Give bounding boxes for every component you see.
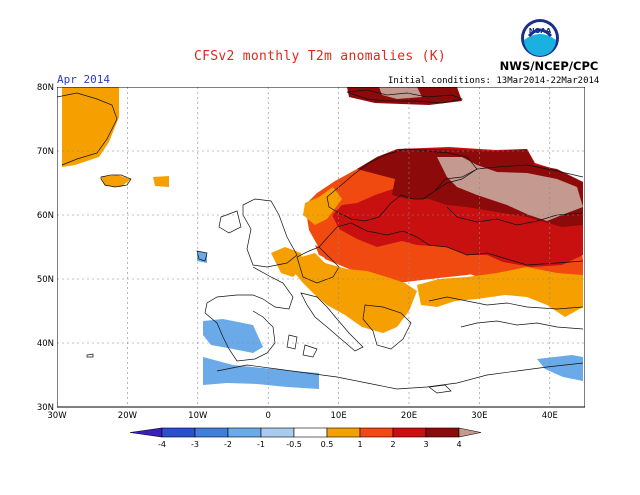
shading-layer [62,87,583,389]
lat-tick-label: 40N [37,339,54,349]
colorbar-swatch [227,427,262,438]
forecast-period: Apr 2014 [57,73,110,86]
colorbar-label: 1 [357,440,362,449]
colorbar-label: -0.5 [286,440,302,449]
colorbar-swatch [161,427,196,438]
colorbar-swatch [326,427,361,438]
noaa-logo-text: NOAA [529,27,552,35]
colorbar-label: -4 [158,440,166,449]
lat-tick-label: 30N [37,403,54,413]
lon-tick-label: 20E [401,411,417,420]
graticule [57,87,585,407]
coastlines [57,89,584,394]
colorbar-swatch [425,427,460,438]
colorbar-swatch [260,427,295,438]
colorbar-label: -3 [191,440,199,449]
agency-label: NWS/NCEP/CPC [499,59,599,73]
colorbar-label: 0.5 [321,440,334,449]
colorbar-label: 2 [390,440,395,449]
anomaly-map [57,87,585,408]
colorbar-label: -2 [224,440,232,449]
colorbar-label: 3 [423,440,428,449]
map-title: CFSv2 monthly T2m anomalies (K) [194,49,446,64]
colorbar-end-low [130,427,163,438]
lon-tick-label: 10W [188,411,208,420]
colorbar-end-high [458,427,482,438]
initial-conditions: Initial conditions: 13Mar2014-22Mar2014 [388,76,600,86]
lon-tick-label: 20W [118,411,138,420]
lat-tick-label: 50N [37,275,54,285]
lon-tick-label: 0 [265,411,270,420]
lon-tick-label: 10E [331,411,347,420]
lat-tick-label: 60N [37,211,54,221]
axis-labels: 80N 70N 60N 50N 40N 30N 30W 20W 10W 0 10E 20E 30E 40… [37,83,558,420]
noaa-logo: NOAA [521,19,559,57]
lon-tick-label: 40E [542,411,558,420]
colorbar-swatch [392,427,427,438]
lat-tick-label: 70N [37,147,54,157]
colorbar-swatch [293,427,328,438]
colorbar-label: 4 [456,440,461,449]
colorbar-label: -1 [257,440,265,449]
colorbar: -4 -3 -2 -1 -0.5 0.5 1 2 3 4 [130,427,482,449]
map-frame [57,87,585,408]
colorbar-swatch [194,427,229,438]
lon-tick-label: 30E [471,411,487,420]
lon-tick-label: 30W [47,411,67,420]
lat-tick-label: 80N [37,83,54,93]
colorbar-swatch [359,427,394,438]
